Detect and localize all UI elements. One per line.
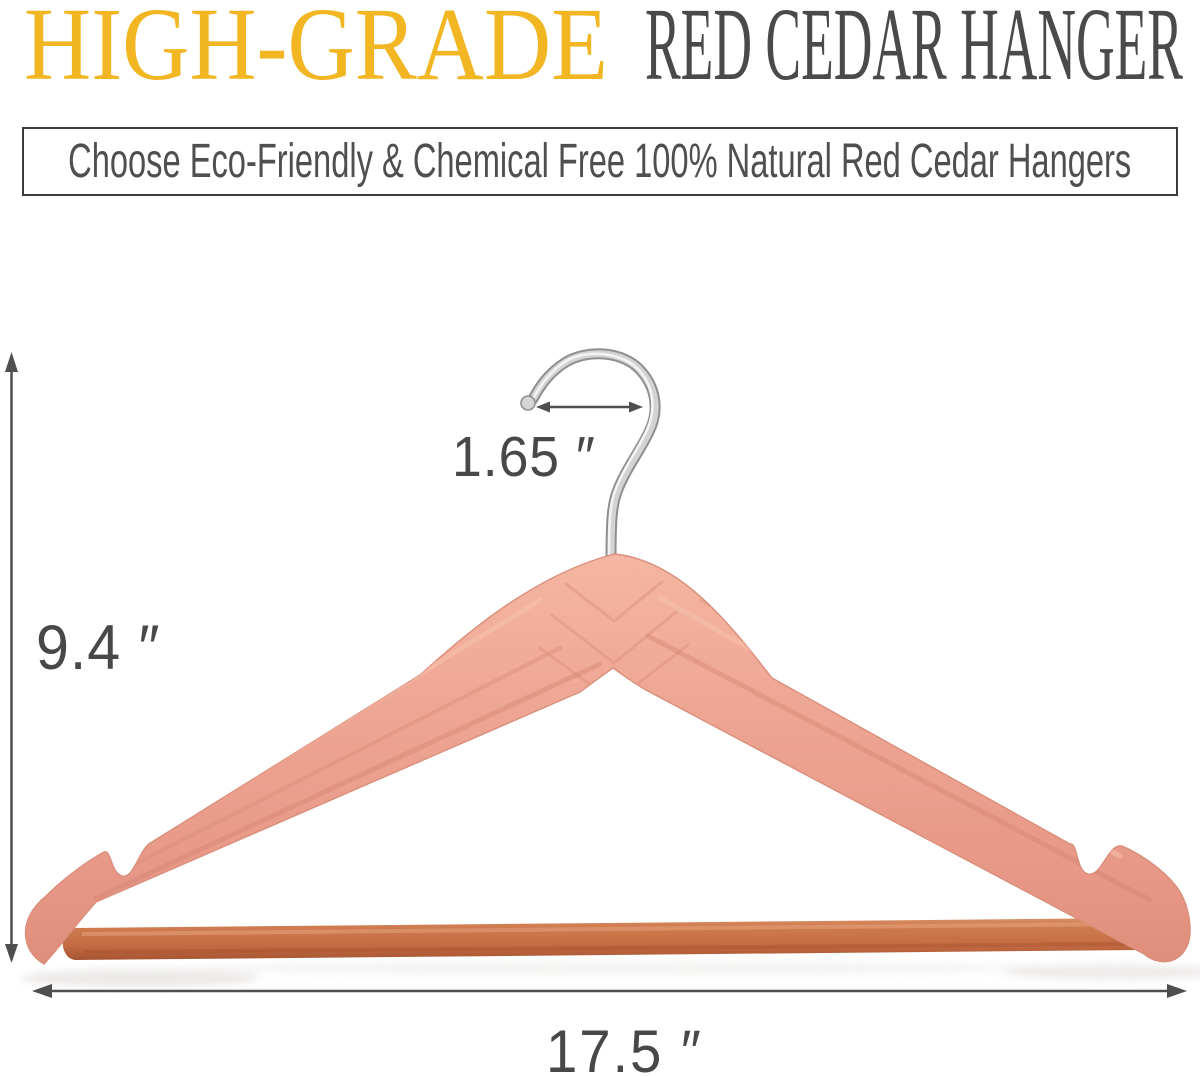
hanger-hook <box>520 348 661 568</box>
length-arrow <box>32 984 1187 998</box>
title-main: RED CEDAR HANGER <box>645 0 1183 100</box>
height-arrow <box>5 352 18 963</box>
hook-width-arrow <box>536 401 643 413</box>
floor-shadow <box>20 961 1200 987</box>
length-label: 17.5 ″ <box>546 1018 703 1076</box>
hook-ball-tip <box>520 395 536 411</box>
page-title: HIGH-GRADE RED CEDAR HANGER <box>24 0 1183 100</box>
hanger-body <box>24 553 1191 965</box>
height-label: 9.4 ″ <box>36 613 161 683</box>
banner-box: Choose Eco-Friendly & Chemical Free 100%… <box>22 127 1178 196</box>
hook-width-label: 1.65 ″ <box>452 425 596 489</box>
title-highlight: HIGH-GRADE <box>24 0 608 100</box>
banner-text: Choose Eco-Friendly & Chemical Free 100%… <box>68 135 1132 188</box>
trouser-bar <box>62 918 1153 960</box>
